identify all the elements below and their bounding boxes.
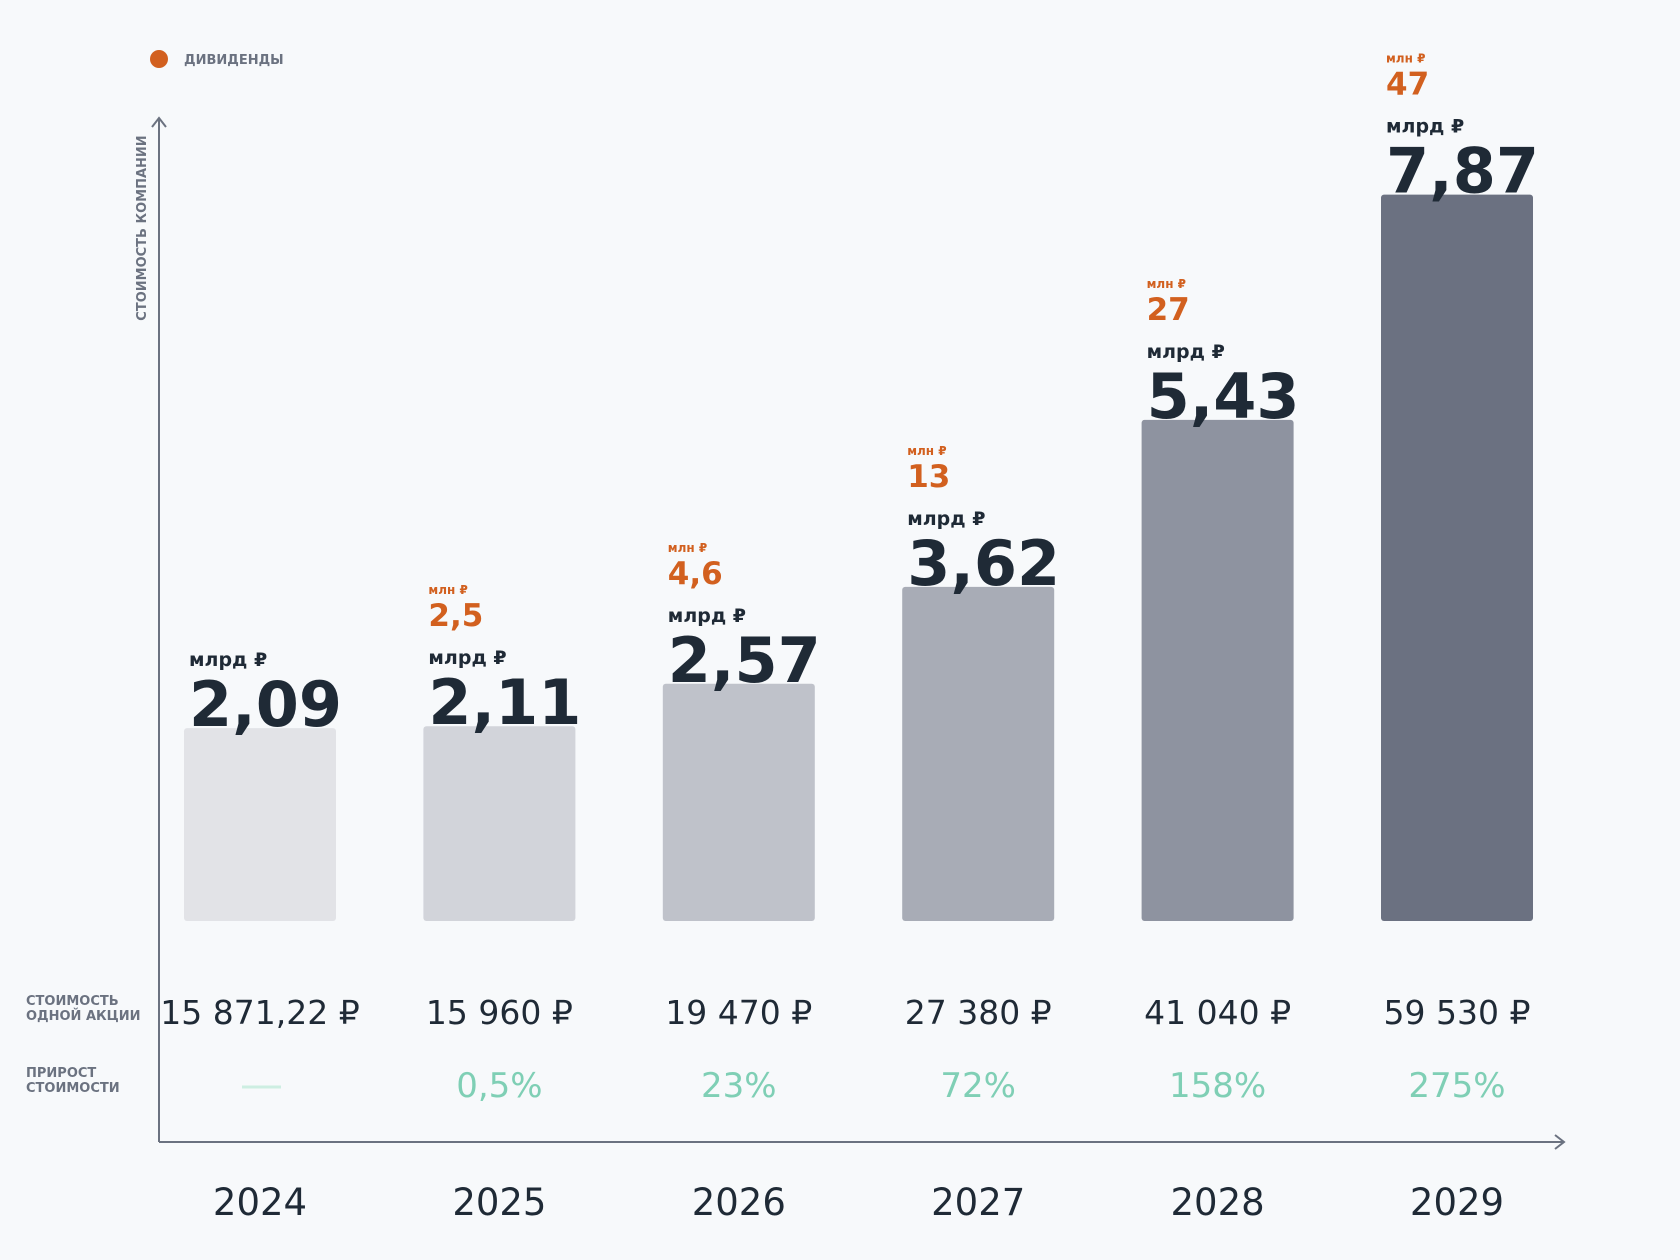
share-price: 15 871,22 ₽ [160,993,359,1032]
bar [662,683,815,921]
value-label: 5,43 [1147,360,1300,433]
value-unit: млрд ₽ [907,508,985,530]
dividend-label: 4,6 [668,556,723,592]
y-axis-label: СТОИМОСТЬ КОМПАНИИ [135,135,150,320]
legend-marker [150,50,168,68]
bar [902,586,1055,921]
row-label: ОДНОЙ АКЦИИ [26,1008,140,1024]
value-unit: млрд ₽ [189,649,267,671]
legend-label: ДИВИДЕНДЫ [184,53,284,68]
growth: 23% [701,1066,777,1106]
value-label: 2,09 [189,668,342,741]
dividend-label: 2,5 [428,598,483,634]
bar [184,728,336,921]
share-price: 19 470 ₽ [665,993,812,1032]
row-label: СТОИМОСТЬ [26,994,119,1009]
value-unit: млрд ₽ [428,647,506,669]
x-tick-label: 2024 [213,1181,307,1224]
value-label: 2,57 [668,624,821,697]
x-tick-label: 2028 [1171,1181,1265,1224]
dividend-unit: млн ₽ [668,541,707,555]
dividend-unit: млн ₽ [1386,52,1425,66]
growth: 158% [1169,1066,1266,1106]
x-tick-label: 2026 [692,1181,786,1224]
dividend-label: 47 [1386,67,1429,103]
x-tick-label: 2027 [931,1181,1025,1224]
dividend-unit: млн ₽ [428,583,467,597]
growth: 0,5% [456,1066,542,1106]
share-price: 41 040 ₽ [1144,993,1291,1032]
share-price: 59 530 ₽ [1384,993,1531,1032]
share-price: 27 380 ₽ [905,993,1052,1032]
x-tick-label: 2029 [1410,1181,1504,1224]
value-unit: млрд ₽ [1386,116,1464,138]
value-label: 2,11 [428,666,581,739]
value-label: 3,62 [907,527,1060,600]
x-tick-label: 2025 [452,1181,546,1224]
x-axis-arrow [1554,1134,1566,1150]
y-axis-arrow [151,116,167,128]
dividend-unit: млн ₽ [907,444,946,458]
share-price: 15 960 ₽ [426,993,573,1032]
dividend-label: 13 [907,459,950,495]
growth: 72% [940,1066,1016,1106]
dividend-label: 27 [1147,292,1190,328]
row-label: ПРИРОСТ [26,1066,96,1081]
row-label: СТОИМОСТИ [26,1081,120,1096]
value-label: 7,87 [1386,135,1539,208]
bar [423,726,576,921]
bar [1141,419,1294,921]
value-unit: млрд ₽ [1147,341,1225,363]
growth: 275% [1408,1066,1505,1106]
value-unit: млрд ₽ [668,605,746,627]
bar [1381,194,1533,922]
dividend-unit: млн ₽ [1147,277,1186,291]
